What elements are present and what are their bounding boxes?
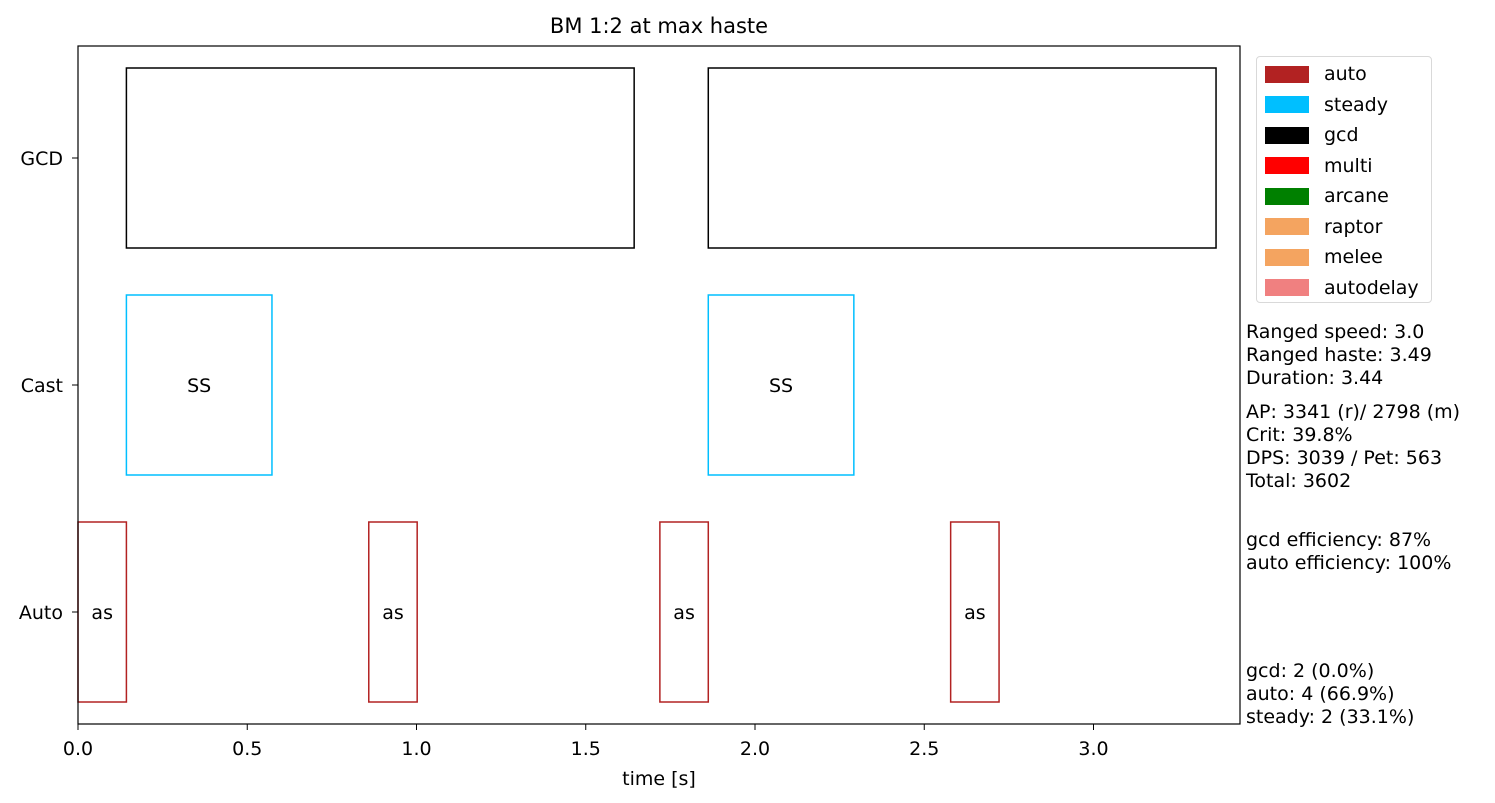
plot-frame (77, 45, 1241, 725)
stat-line: gcd efficiency: 87% (1246, 529, 1432, 551)
x-tick-label: 1.0 (401, 738, 431, 760)
bar-label-2: SS (187, 375, 211, 397)
legend-item-raptor: raptor (1265, 215, 1383, 238)
stat-line: AP: 3341 (r)/ 2798 (m) (1246, 401, 1461, 423)
y-tick-label-gcd: GCD (20, 148, 63, 170)
legend-label: arcane (1324, 185, 1389, 207)
bar-label-5: as (382, 602, 404, 624)
legend-label: autodelay (1324, 276, 1419, 299)
stats-block-power: AP: 3341 (r)/ 2798 (m) Crit: 39.8% DPS: 30… (1246, 401, 1460, 493)
y-tick-label-cast: Cast (21, 375, 63, 397)
stat-line: Ranged speed: 3.0 (1246, 321, 1425, 343)
x-axis-label: time [s] (622, 768, 696, 790)
legend-item-melee: melee (1265, 246, 1383, 268)
legend-swatch (1265, 248, 1309, 266)
bar-label-7: as (964, 602, 986, 624)
bar-label-3: SS (769, 375, 793, 397)
stat-line: Duration: 3.44 (1246, 367, 1384, 389)
x-tick-label: 2.5 (909, 738, 939, 760)
legend-label: raptor (1324, 215, 1383, 238)
legend-swatch (1265, 96, 1309, 113)
legend-swatch (1265, 187, 1309, 205)
bar-auto-6 (659, 521, 710, 703)
stats-block-efficiency: gcd efficiency: 87% auto efficiency: 100% (1246, 529, 1451, 575)
bar-cast-2 (125, 294, 273, 476)
bar-label-6: as (673, 602, 695, 624)
y-tick-label-auto: Auto (19, 602, 63, 624)
legend-swatch (1265, 126, 1309, 144)
legend: auto steady gcd multi arcane raptor melee autod… (1256, 56, 1432, 303)
legend-label: melee (1324, 246, 1383, 268)
legend-item-gcd: gcd (1265, 124, 1359, 146)
stat-line: auto: 4 (66.9%) (1246, 683, 1395, 705)
x-tick-label: 0.5 (232, 738, 262, 760)
x-tick-label: 3.0 (1078, 738, 1108, 760)
stat-line: DPS: 3039 / Pet: 563 (1246, 447, 1443, 469)
stat-line: auto efficiency: 100% (1246, 552, 1452, 574)
bar-cast-3 (707, 294, 855, 476)
legend-item-autodelay: autodelay (1265, 276, 1419, 299)
legend-item-multi: multi (1265, 154, 1373, 177)
stat-line: gcd: 2 (0.0%) (1246, 660, 1375, 682)
bar-auto-5 (368, 521, 418, 703)
axes-layer: 0.0 0.5 1.0 1.5 2.0 2.5 3.0 GCD Cast Auto (19, 148, 1109, 760)
bar-auto-7 (949, 521, 1000, 703)
legend-label: steady (1324, 93, 1388, 116)
stat-line: Crit: 39.8% (1246, 424, 1353, 446)
legend-swatch (1265, 157, 1309, 174)
legend-swatch (1265, 65, 1309, 83)
chart-title: BM 1:2 at max haste (550, 14, 768, 38)
bars-layer: SS SS as as as as (77, 67, 1217, 703)
stats-block-counts: gcd: 2 (0.0%) auto: 4 (66.9%) steady: 2 (3… (1246, 660, 1414, 729)
legend-item-steady: steady (1265, 93, 1388, 116)
legend-label: gcd (1324, 124, 1359, 146)
legend-swatch (1265, 218, 1309, 235)
x-tick-label: 0.0 (63, 738, 93, 760)
stat-line: Total: 3602 (1246, 470, 1352, 492)
bar-gcd-0 (125, 67, 635, 249)
stats-block-speed: Ranged speed: 3.0 Ranged haste: 3.49 Durat… (1246, 321, 1432, 390)
legend-label: auto (1324, 63, 1367, 85)
legend-label: multi (1324, 154, 1373, 177)
x-tick-label: 1.5 (571, 738, 601, 760)
legend-item-arcane: arcane (1265, 185, 1389, 207)
x-tick-label: 2.0 (740, 738, 770, 760)
legend-swatch (1265, 279, 1309, 296)
bar-gcd-1 (707, 67, 1217, 249)
legend-item-auto: auto (1265, 63, 1367, 85)
stat-line: Ranged haste: 3.49 (1246, 344, 1432, 366)
bar-label-4: as (91, 602, 113, 624)
stat-line: steady: 2 (33.1%) (1246, 706, 1415, 728)
